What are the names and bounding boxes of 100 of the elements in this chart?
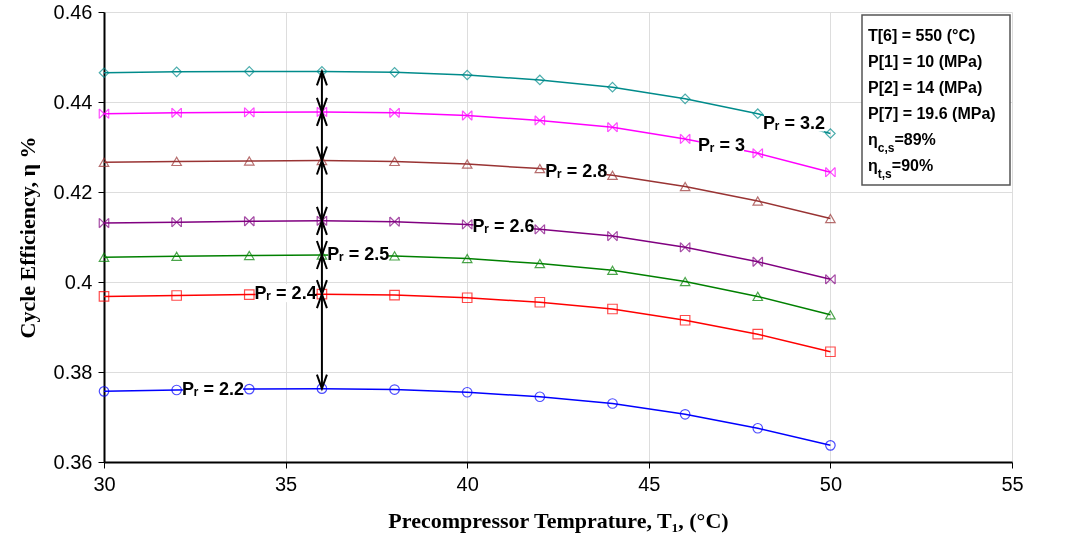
point (825, 310, 836, 320)
annotation: P[7] = 19.6 (MPa) (868, 105, 996, 122)
point (607, 81, 618, 93)
point (461, 219, 473, 230)
y-tick-label: 0.44 (53, 90, 93, 113)
point (461, 253, 473, 264)
point (679, 93, 691, 105)
annotation: Pᵣ = 2.2 (181, 378, 244, 399)
point (752, 256, 764, 268)
point (679, 314, 691, 326)
point (534, 296, 546, 308)
point (752, 196, 764, 206)
point (98, 67, 110, 79)
point (171, 251, 182, 262)
point (389, 66, 400, 78)
point (389, 384, 400, 395)
point (679, 242, 691, 253)
point (389, 107, 400, 119)
point (389, 156, 400, 167)
annotation: Pᵣ = 2.4 (254, 283, 317, 304)
point (752, 108, 764, 120)
annotation: η$_{c,s}$=89% (868, 131, 936, 155)
y-axis-title: Cycle Efficiency, η % (14, 136, 40, 339)
point (752, 328, 764, 340)
point (461, 386, 473, 398)
point (825, 346, 836, 358)
point (534, 74, 546, 86)
point (825, 440, 836, 451)
point (98, 217, 110, 229)
annotation: Pᵣ = 2.5 (327, 244, 390, 265)
annotation: η$_{t,s}$=90% (868, 157, 934, 181)
point (607, 303, 618, 315)
point (98, 386, 110, 397)
x-tick-label: 30 (93, 472, 116, 495)
point (825, 128, 836, 139)
point (171, 384, 182, 396)
point (243, 215, 255, 227)
annotation: T[6] = 550 (°C) (868, 27, 976, 44)
point (243, 156, 255, 166)
point (316, 215, 328, 227)
point (679, 276, 691, 287)
point (243, 289, 255, 300)
point (389, 289, 400, 301)
point (171, 66, 182, 78)
point (534, 224, 546, 235)
point (825, 213, 836, 224)
point (534, 163, 546, 174)
annotation: Pᵣ = 3 (697, 135, 745, 156)
point (171, 216, 182, 228)
y-tick-label: 0.36 (53, 450, 93, 473)
annotation: Pᵣ = 3.2 (763, 112, 826, 133)
point (679, 181, 691, 192)
y-tick-label: 0.42 (53, 180, 93, 203)
x-tick-label: 45 (638, 472, 661, 495)
point (752, 291, 764, 302)
point (171, 290, 182, 301)
point (316, 383, 328, 394)
point (461, 110, 473, 121)
point (461, 292, 473, 304)
x-axis-title: Precompressor Temprature, T₁, (°C) (388, 507, 729, 533)
x-tick-label: 40 (456, 472, 479, 495)
point (752, 422, 764, 434)
point (679, 408, 691, 420)
point (243, 66, 255, 77)
point (607, 230, 618, 242)
point (243, 107, 255, 118)
point (98, 291, 110, 302)
point (389, 216, 400, 228)
point (752, 147, 764, 159)
point (98, 252, 110, 262)
point (534, 115, 546, 126)
point (607, 170, 618, 181)
x-tick-label: 50 (819, 472, 843, 495)
point (607, 265, 618, 276)
point (98, 157, 110, 168)
point (316, 106, 328, 118)
point (534, 258, 546, 269)
x-tick-label: 55 (1001, 472, 1024, 495)
y-tick-label: 0.46 (53, 0, 93, 23)
point (243, 383, 255, 395)
annotation: P[1] = 10 (MPa) (868, 53, 983, 70)
point (243, 250, 255, 261)
x-tick-label: 35 (274, 472, 298, 495)
annotation: Pᵣ = 2.8 (545, 160, 608, 181)
annotation: P[2] = 14 (MPa) (868, 79, 983, 96)
point (171, 156, 182, 167)
point (607, 121, 618, 133)
y-tick-label: 0.38 (53, 360, 93, 383)
point (461, 159, 473, 169)
point (389, 251, 400, 261)
point (171, 107, 182, 119)
point (825, 273, 836, 285)
point (98, 108, 110, 120)
point (607, 398, 618, 409)
point (825, 166, 836, 178)
y-tick-label: 0.4 (64, 270, 93, 293)
point (534, 391, 546, 403)
point (461, 69, 473, 81)
point (679, 133, 691, 145)
annotation: Pᵣ = 2.6 (472, 215, 535, 236)
